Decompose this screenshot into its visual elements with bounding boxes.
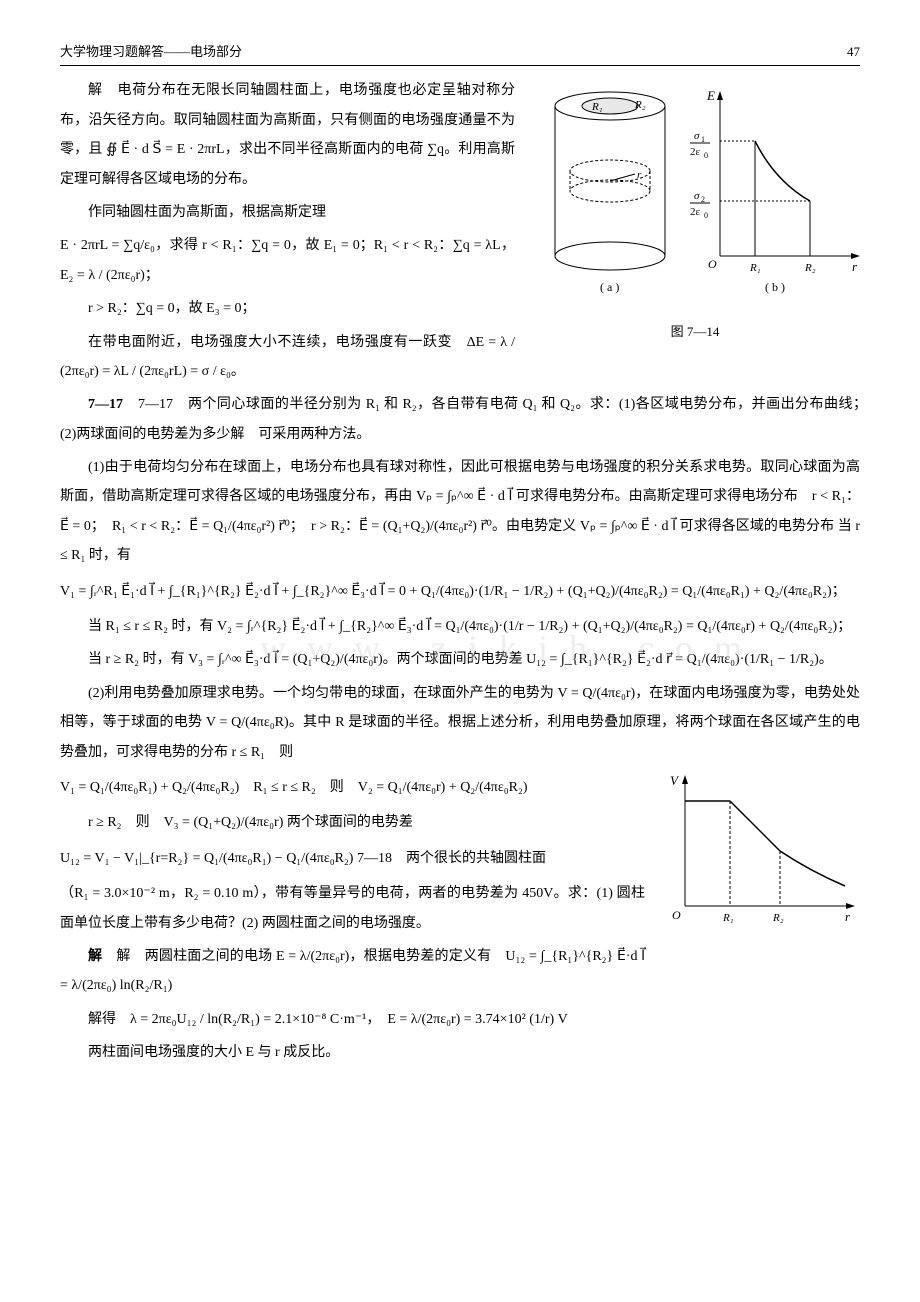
figure-7-14-caption: 图 7—14 — [530, 320, 860, 343]
tick-R1: R₁ — [749, 262, 761, 274]
label-sub-a: ( a ) — [600, 280, 619, 294]
origin-v: O — [672, 908, 681, 922]
para-10: (2)利用电势叠加原理求电势。一个均匀带电的球面，在球面外产生的电势为 V = … — [60, 679, 860, 767]
svg-text:σ: σ — [694, 130, 700, 142]
svg-text:2ε: 2ε — [690, 206, 701, 218]
svg-text:0: 0 — [704, 151, 708, 160]
svg-text:2ε: 2ε — [690, 146, 701, 158]
page-number: 47 — [847, 40, 860, 63]
figure-V-r-svg: V r O R₁ R₂ — [660, 771, 860, 931]
figure-7-14: R₁ R₂ r ( a ) E r O — [530, 76, 860, 343]
axis-V: V — [670, 773, 680, 788]
para-8: 当 R₁ ≤ r ≤ R₂ 时，有 V₂ = ∫ᵣ^{R₂} E⃗₂·d l⃗ … — [60, 612, 860, 641]
svg-text:σ: σ — [694, 190, 700, 202]
para-13: 解得 λ = 2πε₀U₁₂ / ln(R₂/R₁) = 2.1×10⁻⁸ C·… — [60, 1005, 860, 1034]
v-tick-R1: R₁ — [722, 912, 734, 924]
para-7: (1)由于电荷均匀分布在球面上，电场分布也具有球对称性，因此可根据电势与电场强度… — [60, 453, 860, 571]
label-r: r — [637, 169, 642, 181]
svg-text:0: 0 — [704, 211, 708, 220]
axis-E: E — [706, 88, 715, 103]
para-9: 当 r ≥ R₂ 时，有 V₃ = ∫ᵣ^∞ E⃗₃·d l⃗ = (Q₁+Q₂… — [60, 645, 860, 674]
para-12-body: 解 两圆柱面之间的电场 E = λ/(2πε₀r)，根据电势差的定义有 U₁₂ … — [60, 949, 645, 993]
axis-r: r — [852, 259, 858, 274]
label-R1-top: R₁ — [591, 101, 603, 113]
origin: O — [708, 257, 717, 271]
label-sub-b: ( b ) — [765, 280, 785, 294]
header-title: 大学物理习题解答——电场部分 — [60, 40, 242, 63]
figure-7-14-svg: R₁ R₂ r ( a ) E r O — [530, 76, 860, 306]
eq-V1: V₁ = ∫ᵣ^R₁ E⃗₁·d l⃗ + ∫_{R₁}^{R₂} E⃗₂·d … — [60, 577, 860, 606]
tick-R2: R₂ — [804, 262, 816, 274]
label-R2-top: R₂ — [634, 99, 646, 111]
para-14: 两柱面间电场强度的大小 E 与 r 成反比。 — [60, 1038, 860, 1067]
para-12: 解 解 两圆柱面之间的电场 E = λ/(2πε₀r)，根据电势差的定义有 U₁… — [60, 942, 860, 1001]
para-6: 7—17 7—17 两个同心球面的半径分别为 R₁ 和 R₂，各自带有电荷 Q₁… — [60, 390, 860, 449]
axis-r-v: r — [845, 909, 851, 924]
figure-V-r: V r O R₁ R₂ — [660, 771, 860, 940]
para-6-body: 7—17 两个同心球面的半径分别为 R₁ 和 R₂，各自带有电荷 Q₁ 和 Q₂… — [60, 397, 874, 441]
v-tick-R2: R₂ — [772, 912, 784, 924]
